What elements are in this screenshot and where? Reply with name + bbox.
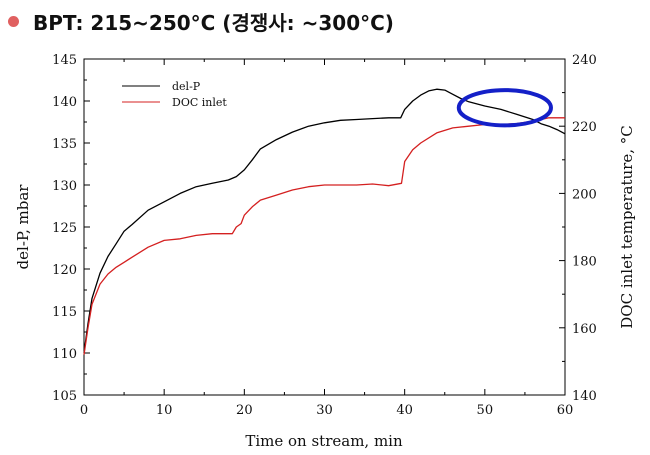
- x-tick-label: 40: [396, 403, 413, 418]
- slide-header: BPT: 215~250°C (경쟁사: ~300°C): [8, 6, 394, 36]
- legend-label-del-p: del-P: [172, 80, 201, 93]
- x-axis-label: Time on stream, min: [245, 432, 403, 450]
- y2-tick-label: 240: [572, 53, 597, 68]
- y-tick-label: 135: [52, 137, 77, 152]
- bullet-icon: [8, 15, 19, 27]
- y-tick-label: 145: [52, 53, 77, 68]
- y2-axis-label: DOC inlet temperature, °C: [618, 125, 636, 328]
- y2-tick-label: 140: [572, 389, 597, 404]
- legend-label-doc-inlet: DOC inlet: [172, 96, 227, 109]
- y2-tick-label: 200: [572, 187, 597, 202]
- x-tick-label: 10: [156, 403, 173, 418]
- y-tick-label: 105: [52, 389, 77, 404]
- legend: del-P DOC inlet: [122, 80, 227, 109]
- series-line-doc-inlet: [83, 117, 565, 355]
- x-tick-label: 30: [316, 403, 333, 418]
- highlight-ellipse: [456, 88, 553, 128]
- tick-marks: [83, 58, 566, 396]
- x-tick-label: 20: [236, 403, 253, 418]
- tick-labels: 0 10 20 30 40 50 60 105 110 115 120 125 130 135 140 145…: [52, 53, 597, 418]
- x-tick-label: 0: [80, 403, 88, 418]
- y2-tick-label: 220: [572, 120, 597, 135]
- y-tick-label: 125: [52, 221, 77, 236]
- plot-frame: [83, 58, 566, 396]
- y-tick-label: 115: [52, 305, 77, 320]
- y-tick-label: 140: [52, 95, 77, 110]
- y2-tick-label: 180: [572, 255, 597, 270]
- x-tick-label: 50: [477, 403, 494, 418]
- series-lines: [83, 88, 566, 355]
- y-tick-label: 110: [52, 347, 77, 362]
- header-text: BPT: 215~250°C (경쟁사: ~300°C): [33, 10, 394, 35]
- series-line-del-p: [83, 88, 566, 354]
- y2-tick-label: 160: [572, 322, 597, 337]
- y-tick-label: 120: [52, 263, 77, 278]
- y-tick-label: 130: [52, 179, 77, 194]
- y-axis-label: del-P, mbar: [14, 184, 32, 270]
- x-tick-label: 60: [557, 403, 574, 418]
